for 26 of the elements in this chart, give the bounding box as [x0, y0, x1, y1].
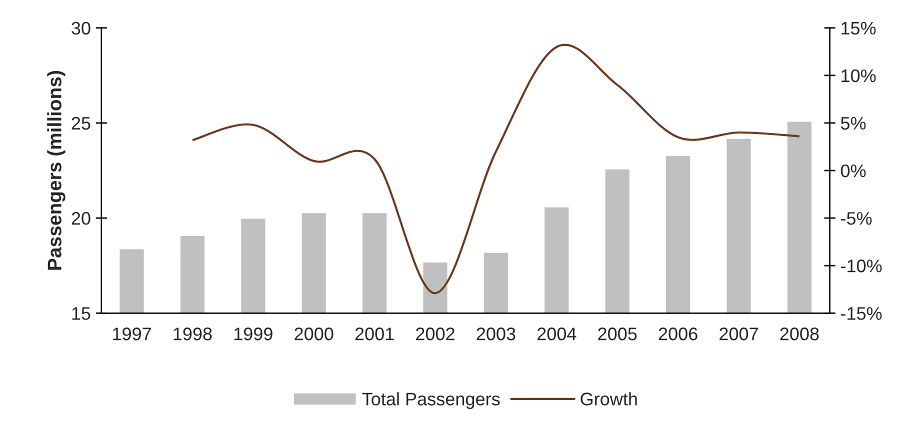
y2-tick-label: 10% — [842, 69, 876, 82]
x-tick-label: 2000 — [294, 328, 334, 340]
x-tick-label: 2008 — [780, 328, 819, 340]
x-tick-label: 2002 — [416, 328, 454, 340]
y-tick-label: 30 — [72, 22, 90, 35]
x-tick-label: 2001 — [355, 328, 394, 340]
x-tick-label: 1997 — [113, 328, 151, 340]
y-axis-title: Passengers (millions) — [47, 70, 66, 270]
y2-tick-label: -15% — [841, 307, 882, 320]
y-tick-label: 20 — [72, 212, 90, 225]
x-tick-label: 1998 — [174, 328, 212, 340]
x-tick-label: 2005 — [598, 328, 637, 340]
legend-label: Growth — [580, 392, 637, 406]
x-tick-label: 1999 — [234, 328, 272, 340]
x-tick-label: 2004 — [537, 328, 576, 340]
x-tick-label: 2003 — [476, 328, 516, 340]
legend-label: Total Passengers — [362, 392, 500, 410]
x-tick-label: 2006 — [658, 328, 698, 340]
y2-tick-label: -10% — [841, 260, 882, 272]
y2-tick-label: -5% — [841, 212, 872, 225]
y2-tick-label: 0% — [840, 164, 866, 178]
y-tick-label: 25 — [72, 116, 90, 130]
y-tick-label: 15 — [72, 307, 90, 320]
y2-tick-label: 5% — [840, 116, 866, 130]
x-tick-label: 2007 — [720, 328, 758, 340]
y2-tick-label: 15% — [842, 22, 876, 35]
